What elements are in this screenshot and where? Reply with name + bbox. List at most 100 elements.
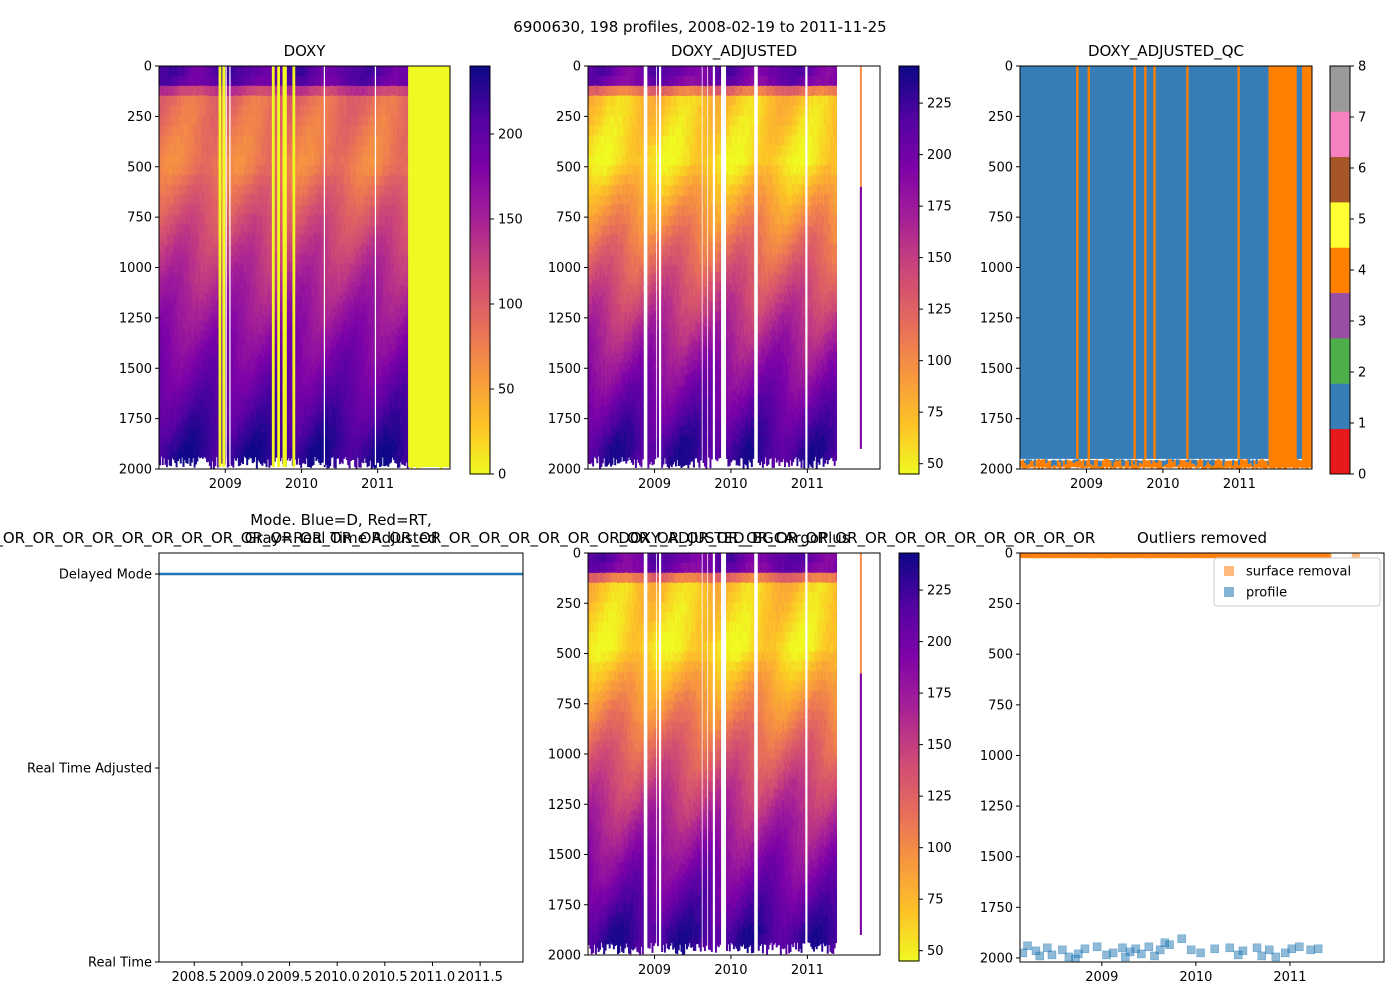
doxy-heatmap-cell: [161, 265, 164, 276]
doxy-heatmap-cell: [188, 232, 191, 243]
doxy-heatmap-cell: [161, 145, 164, 157]
doxy-heatmap-cell: [210, 216, 213, 228]
doxy-heatmap-cell: [179, 363, 182, 375]
doxy-heatmap-cell: [190, 432, 193, 443]
doxy-heatmap-cell: [171, 408, 174, 420]
doxy-heatmap-cell: [186, 244, 189, 256]
doxy-heatmap-cell: [178, 370, 181, 381]
doxy-heatmap-cell: [190, 382, 193, 394]
doxy-heatmap-cell: [170, 155, 173, 167]
doxy-heatmap-cell: [181, 241, 184, 253]
doxy-heatmap-cell: [160, 319, 163, 330]
doxy-heatmap-cell: [194, 414, 197, 425]
doxy-heatmap-cell: [168, 225, 171, 237]
doxy-heatmap-cell: [201, 85, 204, 97]
doxy-heatmap-cell: [160, 407, 163, 418]
doxy-heatmap-cell: [208, 175, 211, 187]
doxy-heatmap-cell: [178, 164, 181, 175]
doxy-heatmap-cell: [168, 345, 171, 356]
doxy-heatmap-cell: [181, 124, 184, 136]
doxy-heatmap-cell: [210, 447, 213, 459]
doxy-heatmap-cell: [207, 431, 210, 442]
doxy-heatmap-cell: [192, 124, 195, 136]
doxy-heatmap-cell: [182, 126, 185, 137]
doxy-heatmap-cell: [168, 385, 171, 396]
doxy-heatmap-cell: [181, 339, 184, 351]
doxy-heatmap-cell: [203, 95, 206, 106]
doxy-heatmap-cell: [214, 445, 217, 457]
doxy-heatmap-cell: [215, 85, 218, 96]
doxy-heatmap-cell: [172, 370, 175, 382]
doxy-heatmap-cell: [183, 105, 186, 116]
doxy-heatmap-cell: [181, 378, 184, 390]
doxy-heatmap-cell: [176, 342, 179, 353]
doxy-heatmap-cell: [192, 144, 195, 155]
doxy-heatmap-cell: [201, 379, 204, 391]
doxy-heatmap-cell: [206, 313, 209, 324]
doxy-heatmap-cell: [176, 361, 179, 373]
doxy-heatmap-cell: [172, 351, 175, 362]
doxy-heatmap-cell: [168, 325, 171, 336]
doxy-heatmap-cell: [200, 75, 203, 87]
doxy-heatmap-cell: [192, 340, 195, 351]
doxy-heatmap-cell: [165, 386, 168, 398]
doxy-heatmap-cell: [203, 75, 206, 87]
doxy-heatmap-cell: [193, 86, 196, 97]
doxy-heatmap-cell: [178, 271, 181, 283]
doxy-heatmap-cell: [214, 305, 217, 317]
doxy-heatmap-cell: [197, 173, 200, 184]
doxy-heatmap-cell: [196, 95, 199, 107]
doxy-heatmap-cell: [186, 423, 189, 434]
doxy-heatmap-cell: [160, 241, 163, 252]
doxy-heatmap-cell: [199, 447, 202, 459]
doxy-heatmap-cell: [167, 193, 170, 205]
doxy-heatmap-cell: [215, 300, 218, 311]
doxy-heatmap-cell: [170, 275, 173, 287]
doxy-heatmap-cell: [192, 300, 195, 312]
doxy-heatmap-cell: [196, 184, 199, 195]
doxy-heatmap-cell: [161, 344, 164, 356]
doxy-heatmap-cell: [182, 206, 185, 217]
doxy-heatmap-cell: [170, 225, 173, 237]
doxy-heatmap-cell: [175, 376, 178, 388]
doxy-heatmap-cell: [210, 297, 213, 308]
doxy-heatmap-cell: [203, 66, 206, 77]
doxy-heatmap-cell: [160, 299, 163, 311]
doxy-heatmap-cell: [181, 173, 184, 184]
doxy-heatmap-cell: [170, 105, 173, 117]
doxy-heatmap-cell: [188, 163, 191, 175]
doxy-heatmap-cell: [165, 326, 168, 337]
doxy-heatmap-cell: [197, 212, 200, 223]
doxy-heatmap-cell: [197, 368, 200, 379]
doxy-heatmap-cell: [167, 292, 170, 303]
doxy-heatmap-cell: [159, 414, 161, 426]
panels: 2009 2010 20110250500750100012501500175020…: [27, 42, 1385, 985]
doxy-heatmap-cell: [171, 203, 174, 214]
doxy-heatmap-cell: [190, 66, 193, 77]
doxy-heatmap-cell: [204, 261, 207, 273]
doxy-heatmap-cell: [212, 407, 215, 419]
doxy-heatmap-cell: [200, 163, 203, 175]
doxy-heatmap-cell: [160, 338, 163, 350]
doxy-heatmap-cell: [189, 85, 192, 97]
doxy-heatmap-cell: [176, 144, 179, 156]
doxy-heatmap-cell: [203, 319, 206, 331]
doxy-heatmap-cell: [200, 378, 203, 389]
doxy-heatmap-cell: [179, 234, 182, 246]
doxy-heatmap-cell: [212, 297, 215, 308]
doxy-heatmap-cell: [181, 212, 184, 224]
doxy-heatmap-cell: [161, 245, 164, 256]
doxy-heatmap-cell: [190, 145, 193, 156]
doxy-heatmap-cell: [170, 265, 173, 277]
doxy-heatmap-cell: [210, 136, 213, 147]
doxy-heatmap-cell: [183, 390, 186, 402]
doxy-heatmap-cell: [208, 85, 211, 97]
doxy-heatmap-cell: [170, 445, 173, 457]
doxy-heatmap-cell: [178, 428, 181, 440]
doxy-heatmap-cell: [168, 335, 171, 346]
doxy-heatmap-cell: [182, 136, 185, 147]
doxy-heatmap-cell: [211, 283, 214, 294]
doxy-heatmap-cell: [167, 409, 170, 421]
doxy-heatmap-cell: [214, 355, 217, 367]
doxy-heatmap-cell: [176, 322, 179, 333]
